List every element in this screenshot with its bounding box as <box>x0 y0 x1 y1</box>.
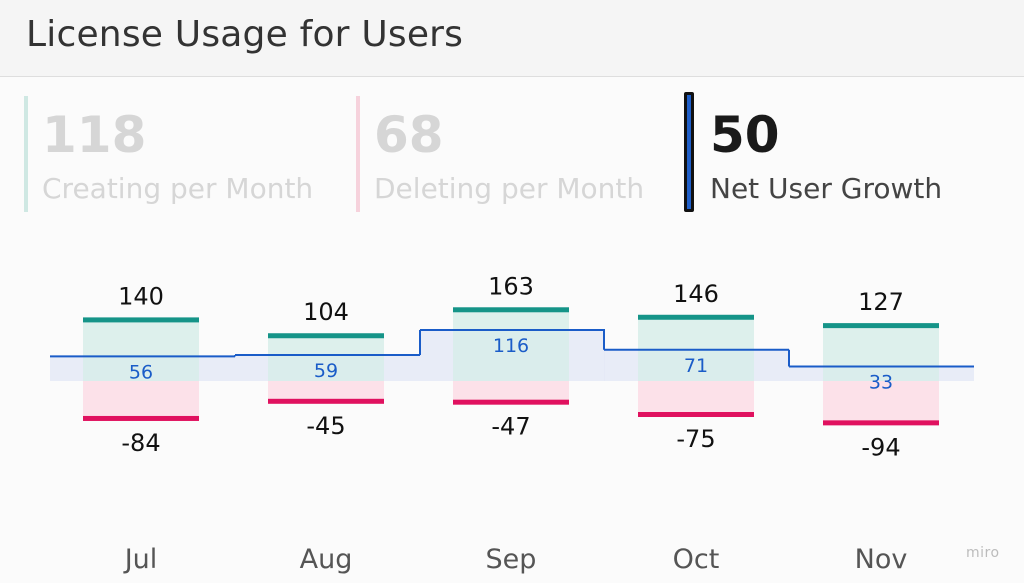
kpi-creating-per-month[interactable]: 118 Creating per Month <box>24 96 334 212</box>
x-tick-label-nov: Nov <box>855 544 908 575</box>
deleting-bar-sep <box>453 381 569 402</box>
page-title: License Usage for Users <box>26 14 464 55</box>
dashboard-header: License Usage for Users <box>0 0 1024 77</box>
creating-bar-nov <box>823 325 939 381</box>
creating-value-label-nov: 127 <box>858 288 904 316</box>
kpi-net-value: 50 <box>710 106 780 164</box>
deleting-bar-jul <box>83 381 199 418</box>
deleting-bar-cap-jul <box>83 415 199 421</box>
monthly-user-chart: 140 -84 Jul 104 -45 Aug 163 -47 Sep 146 -75 Oct 127 -… <box>50 272 974 575</box>
x-tick-label-jul: Jul <box>123 544 158 575</box>
net-growth-label-oct: 71 <box>684 355 708 377</box>
creating-bar-jul <box>83 319 199 381</box>
kpi-deleting-label: Deleting per Month <box>374 172 645 205</box>
deleting-value-label-nov: -94 <box>861 433 900 461</box>
creating-bar-cap-aug <box>268 333 384 339</box>
creating-bar-cap-oct <box>638 314 754 320</box>
x-tick-label-sep: Sep <box>486 544 537 575</box>
deleting-bar-cap-sep <box>453 399 569 405</box>
net-growth-label-jul: 56 <box>129 361 153 383</box>
deleting-bar-aug <box>268 381 384 401</box>
net-growth-label-nov: 33 <box>869 371 893 393</box>
kpi-deleting-per-month[interactable]: 68 Deleting per Month <box>356 96 666 212</box>
kpi-creating-label: Creating per Month <box>42 172 314 205</box>
x-tick-label-aug: Aug <box>300 544 353 575</box>
kpi-net-label: Net User Growth <box>710 172 943 205</box>
kpi-creating-accent-bar <box>24 96 28 212</box>
deleting-value-label-aug: -45 <box>306 412 345 440</box>
kpi-creating-value: 118 <box>42 106 147 164</box>
net-growth-label-aug: 59 <box>314 360 338 382</box>
deleting-bar-oct <box>638 381 754 414</box>
deleting-value-label-sep: -47 <box>491 413 530 441</box>
deleting-bar-cap-aug <box>268 398 384 404</box>
net-growth-label-sep: 116 <box>493 335 529 357</box>
kpi-net-user-growth[interactable]: 50 Net User Growth <box>684 92 984 212</box>
kpi-net-accent-bar <box>687 95 691 209</box>
creating-bar-cap-jul <box>83 317 199 323</box>
creating-bar-sep <box>453 309 569 381</box>
creating-value-label-aug: 104 <box>303 298 349 326</box>
creating-value-label-jul: 140 <box>118 282 164 310</box>
miro-watermark: miro <box>966 545 1000 561</box>
creating-value-label-sep: 163 <box>488 272 534 300</box>
creating-bar-cap-nov <box>823 323 939 329</box>
deleting-bar-cap-nov <box>823 420 939 426</box>
deleting-bar-nov <box>823 381 939 423</box>
creating-bar-cap-sep <box>453 307 569 313</box>
deleting-value-label-jul: -84 <box>121 429 160 457</box>
creating-bar-aug <box>268 335 384 381</box>
kpi-deleting-accent-bar <box>356 96 360 212</box>
deleting-bar-cap-oct <box>638 412 754 417</box>
deleting-value-label-oct: -75 <box>676 425 715 453</box>
kpi-deleting-value: 68 <box>374 106 444 164</box>
creating-value-label-oct: 146 <box>673 280 719 308</box>
kpi-net-selected-frame <box>684 92 694 212</box>
x-tick-label-oct: Oct <box>673 544 720 575</box>
